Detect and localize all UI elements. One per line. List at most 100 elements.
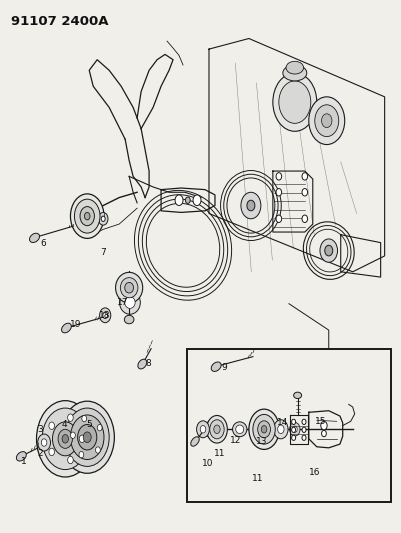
Circle shape: [67, 456, 73, 464]
Ellipse shape: [61, 323, 71, 333]
Circle shape: [248, 409, 279, 449]
Circle shape: [273, 419, 287, 439]
Ellipse shape: [293, 392, 301, 399]
Circle shape: [185, 197, 190, 204]
Circle shape: [272, 73, 316, 131]
Circle shape: [246, 200, 254, 211]
Circle shape: [320, 421, 326, 430]
Circle shape: [60, 401, 114, 473]
Circle shape: [301, 189, 307, 196]
Circle shape: [206, 416, 227, 443]
Circle shape: [58, 429, 72, 448]
Circle shape: [70, 415, 104, 459]
Text: 1: 1: [20, 457, 26, 466]
Circle shape: [62, 434, 68, 443]
Circle shape: [209, 419, 224, 439]
Circle shape: [278, 81, 310, 123]
Circle shape: [291, 435, 295, 440]
Circle shape: [275, 173, 281, 180]
Circle shape: [103, 312, 107, 318]
Circle shape: [84, 213, 90, 220]
Circle shape: [38, 434, 51, 451]
Circle shape: [257, 421, 270, 438]
Circle shape: [98, 213, 108, 225]
Ellipse shape: [115, 272, 142, 303]
Circle shape: [301, 427, 305, 432]
Circle shape: [79, 435, 85, 442]
Circle shape: [301, 215, 307, 222]
Circle shape: [82, 415, 86, 422]
Bar: [186, 349, 390, 503]
Circle shape: [101, 216, 105, 221]
Text: 7: 7: [100, 248, 106, 257]
Circle shape: [275, 189, 281, 196]
Circle shape: [308, 97, 344, 144]
Circle shape: [36, 401, 94, 477]
Text: 16: 16: [308, 468, 320, 477]
Text: 11: 11: [252, 474, 263, 483]
Text: 91107 2400A: 91107 2400A: [11, 14, 109, 28]
Ellipse shape: [190, 437, 199, 446]
Ellipse shape: [282, 65, 306, 81]
Circle shape: [65, 408, 109, 466]
Circle shape: [95, 447, 100, 453]
Circle shape: [292, 426, 296, 432]
Circle shape: [99, 308, 111, 322]
Circle shape: [213, 425, 220, 433]
Text: 9: 9: [221, 363, 227, 372]
Circle shape: [49, 448, 55, 456]
Text: 19: 19: [69, 320, 81, 329]
Text: 11: 11: [213, 449, 225, 458]
Circle shape: [49, 422, 55, 430]
Circle shape: [324, 245, 332, 256]
Circle shape: [192, 195, 200, 206]
Circle shape: [319, 239, 337, 262]
Ellipse shape: [211, 362, 221, 372]
Text: 13: 13: [256, 437, 267, 446]
Circle shape: [41, 439, 47, 446]
Circle shape: [289, 422, 299, 436]
Text: 6: 6: [41, 239, 46, 248]
Text: 18: 18: [99, 311, 111, 320]
Ellipse shape: [29, 233, 39, 243]
Circle shape: [277, 425, 284, 433]
Ellipse shape: [205, 419, 225, 440]
Circle shape: [67, 414, 73, 422]
Circle shape: [275, 215, 281, 222]
Circle shape: [321, 430, 326, 437]
Circle shape: [97, 424, 102, 431]
Circle shape: [53, 422, 78, 456]
Ellipse shape: [235, 425, 243, 433]
Ellipse shape: [124, 297, 135, 309]
Text: 15: 15: [314, 417, 326, 426]
Circle shape: [196, 421, 209, 438]
Circle shape: [200, 425, 205, 433]
Circle shape: [74, 199, 100, 233]
Text: 2: 2: [38, 449, 43, 458]
Ellipse shape: [286, 61, 303, 74]
Ellipse shape: [138, 359, 146, 369]
Circle shape: [80, 207, 94, 225]
Circle shape: [301, 173, 307, 180]
Circle shape: [291, 427, 295, 432]
Circle shape: [301, 435, 305, 440]
Circle shape: [174, 195, 182, 206]
Circle shape: [252, 415, 275, 444]
Text: 3: 3: [37, 425, 43, 434]
Ellipse shape: [16, 451, 26, 461]
Ellipse shape: [124, 282, 133, 293]
Ellipse shape: [120, 278, 138, 298]
Circle shape: [291, 419, 295, 424]
Text: 14: 14: [276, 418, 288, 427]
Circle shape: [321, 114, 331, 127]
Ellipse shape: [124, 316, 134, 324]
Circle shape: [79, 451, 83, 458]
Circle shape: [261, 425, 266, 433]
Circle shape: [240, 192, 260, 219]
Text: 4: 4: [61, 420, 67, 429]
Text: 5: 5: [86, 420, 92, 429]
Circle shape: [301, 419, 305, 424]
Text: 17: 17: [117, 298, 129, 307]
Text: 12: 12: [230, 436, 241, 445]
Ellipse shape: [119, 291, 140, 314]
